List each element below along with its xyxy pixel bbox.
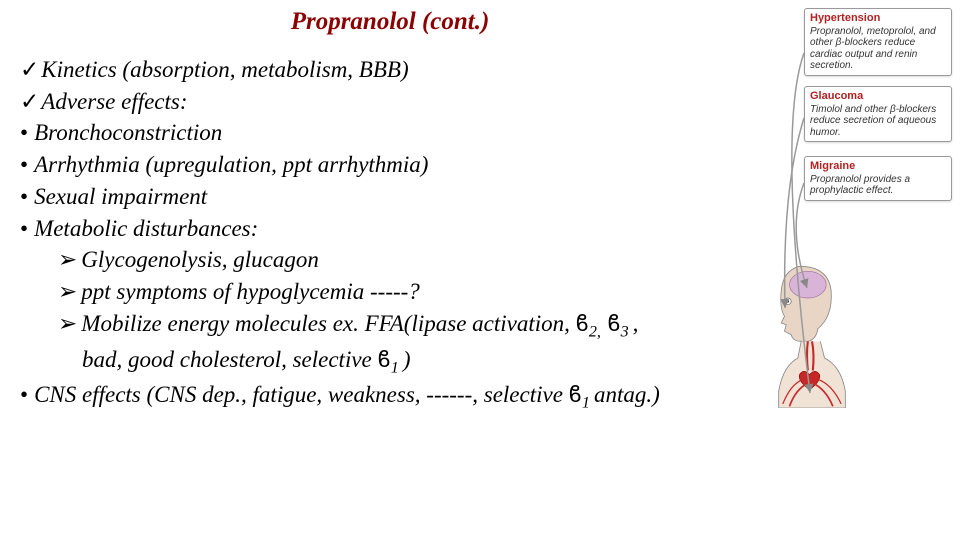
sub-2: 2, xyxy=(589,323,601,340)
beta-3: ϐ xyxy=(601,310,621,336)
callout-body-migraine: Propranolol provides a prophylactic effe… xyxy=(810,174,946,197)
bullet-icon: • xyxy=(20,379,28,411)
text-cns-end: antag.) xyxy=(594,382,660,407)
anatomy-icon xyxy=(757,258,867,408)
check-icon: ✓ xyxy=(20,86,39,118)
bullet-icon: • xyxy=(20,213,28,245)
text-adverse: Adverse effects: xyxy=(41,86,187,118)
callout-title-hypertension: Hypertension xyxy=(810,12,946,25)
arrow-icon: ➢ xyxy=(58,276,77,308)
callout-glaucoma: Glaucoma Timolol and other β-blockers re… xyxy=(804,86,952,142)
callout-migraine: Migraine Propranolol provides a prophyla… xyxy=(804,156,952,201)
slide-container: Propranolol (cont.) ✓ Kinetics (absorpti… xyxy=(0,0,960,540)
anatomy-figure: Hypertension Propranolol, metoprolol, an… xyxy=(727,8,952,438)
slide-title: Propranolol (cont.) xyxy=(20,8,760,36)
bullet-icon: • xyxy=(20,181,28,213)
check-icon: ✓ xyxy=(20,54,39,86)
text-glyco: Glycogenolysis, glucagon xyxy=(81,244,319,276)
bullet-icon: • xyxy=(20,149,28,181)
beta-1-cns: ϐ xyxy=(569,381,582,407)
text-sexual: Sexual impairment xyxy=(34,181,207,213)
sub-3: 3 xyxy=(621,323,633,340)
text-mobilize-cont: bad, good cholesterol, selective xyxy=(82,347,378,372)
text-broncho: Bronchoconstriction xyxy=(34,117,222,149)
text-mobilize: Mobilize energy molecules ex. FFA(lipase… xyxy=(81,308,638,344)
arrow-icon: ➢ xyxy=(58,244,77,276)
text-cns: CNS effects (CNS dep., fatigue, weakness… xyxy=(34,379,660,415)
callout-body-hypertension: Propranolol, metoprolol, and other β-blo… xyxy=(810,26,946,72)
beta-2: ϐ xyxy=(576,310,589,336)
sub-1: 1 xyxy=(391,359,403,376)
text-cns-a: CNS effects (CNS dep., fatigue, weakness… xyxy=(34,382,569,407)
text-metabolic: Metabolic disturbances: xyxy=(34,213,258,245)
callout-title-glaucoma: Glaucoma xyxy=(810,90,946,103)
comma: , xyxy=(633,311,639,336)
text-hypo: ppt symptoms of hypoglycemia -----? xyxy=(81,276,420,308)
callout-title-migraine: Migraine xyxy=(810,160,946,173)
text-mobilize-a: Mobilize energy molecules ex. FFA(lipase… xyxy=(81,311,575,336)
arrow-icon: ➢ xyxy=(58,308,77,340)
sub-1-cns: 1 xyxy=(582,395,594,412)
beta-1: ϐ xyxy=(378,346,391,372)
paren-end: ) xyxy=(403,347,411,372)
callout-hypertension: Hypertension Propranolol, metoprolol, an… xyxy=(804,8,952,76)
bullet-icon: • xyxy=(20,117,28,149)
text-arrhythmia: Arrhythmia (upregulation, ppt arrhythmia… xyxy=(34,149,428,181)
callout-body-glaucoma: Timolol and other β-blockers reduce secr… xyxy=(810,104,946,139)
text-kinetics: Kinetics (absorption, metabolism, BBB) xyxy=(41,54,408,86)
